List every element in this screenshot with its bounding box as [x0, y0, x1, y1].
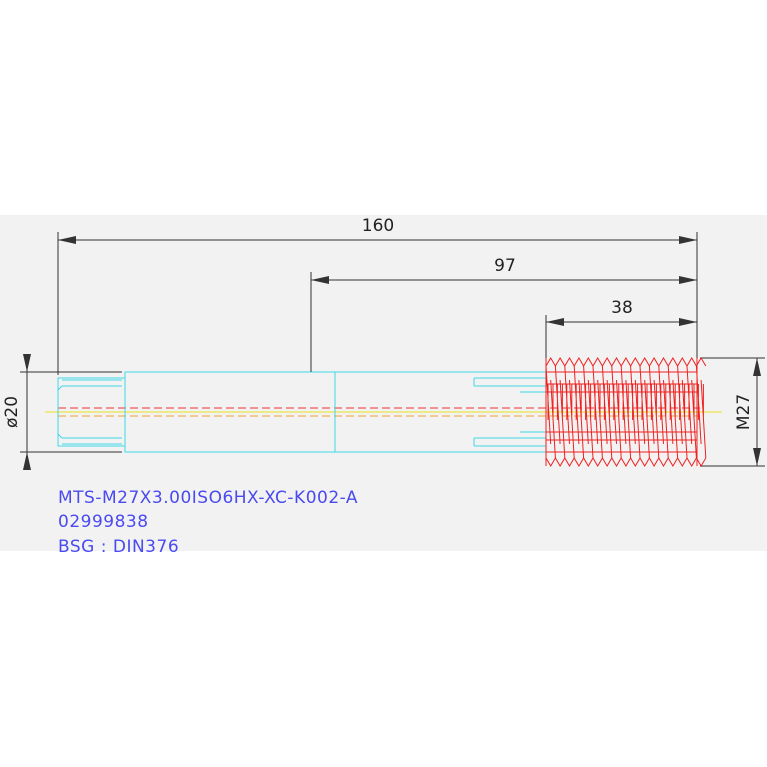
thread-crest — [545, 451, 707, 467]
thread-lines — [546, 383, 697, 441]
dimension-text: 97 — [494, 256, 516, 276]
background-band — [0, 215, 767, 551]
tool-label: BSG : DIN376 — [58, 537, 179, 557]
dimension-text: ø20 — [2, 396, 22, 428]
dimension-text: M27 — [734, 394, 754, 430]
dimension-text: 38 — [611, 298, 633, 318]
tool-label: MTS-M27X3.00ISO6HX-XC-K002-A — [58, 488, 358, 508]
tool-label: 02999838 — [58, 512, 149, 532]
dimension-text: 160 — [362, 216, 394, 236]
dimension-lines — [57, 232, 698, 375]
flute-lines — [473, 377, 546, 447]
thread-flanks — [545, 358, 707, 466]
tool: 160 97 38 ø20 M27 MTS-M27X3.00ISO6HX-XC-… — [2, 216, 765, 557]
dimension-lines — [20, 356, 765, 470]
